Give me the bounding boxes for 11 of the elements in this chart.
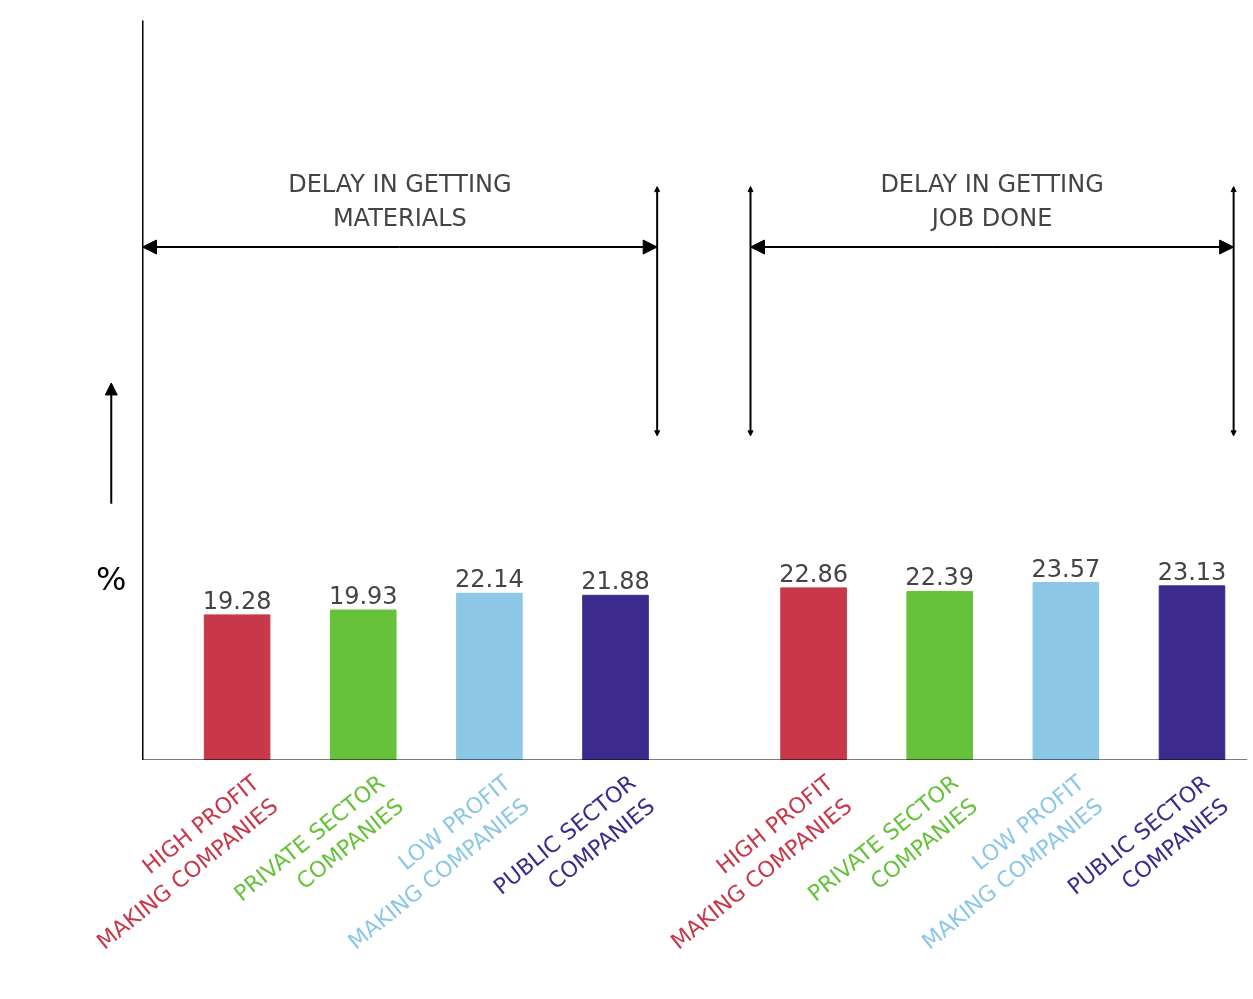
data-label: 19.93 — [328, 582, 398, 611]
annotation: DELAY IN GETTING MATERIALS — [288, 170, 512, 232]
annotation: DELAY IN GETTING JOB DONE — [880, 170, 1104, 232]
data-label: 19.28 — [202, 586, 272, 615]
data-label: 23.13 — [1157, 557, 1227, 586]
data-label: 21.88 — [581, 567, 650, 596]
data-label: 22.86 — [779, 559, 848, 588]
data-label: 22.39 — [905, 563, 975, 592]
data-label: 23.57 — [1031, 554, 1101, 583]
y-axis-title: % — [96, 560, 127, 599]
data-label: 22.14 — [455, 565, 524, 594]
